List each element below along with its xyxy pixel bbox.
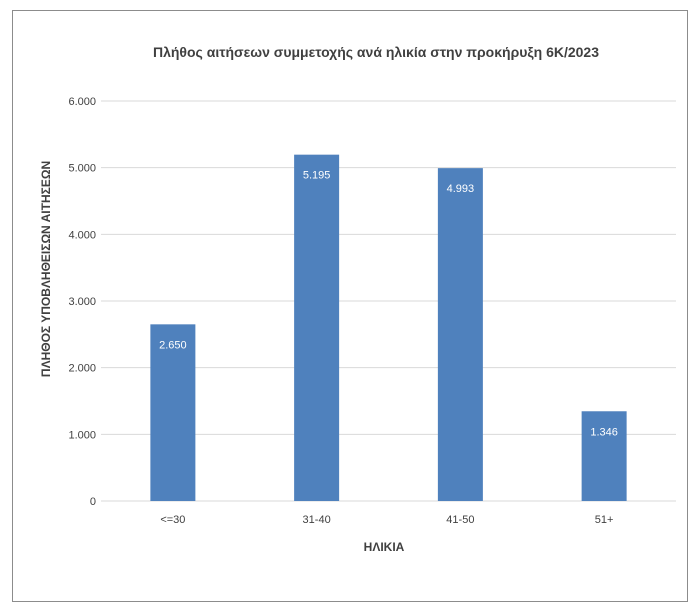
y-tick-label: 2.000 [68, 363, 96, 375]
x-tick-label: 31-40 [303, 514, 331, 526]
bars: 2.650 5.195 4.993 1.346 [150, 154, 627, 501]
chart-title: Πλήθος αιτήσεων συμμετοχής ανά ηλικία στ… [153, 44, 599, 60]
gridlines [101, 100, 676, 502]
bar-chart: Πλήθος αιτήσεων συμμετοχής ανά ηλικία στ… [39, 44, 676, 554]
x-tick-label: 41-50 [446, 514, 474, 526]
bar [437, 168, 483, 501]
data-label: 5.195 [303, 170, 331, 182]
x-tick-label: <=30 [160, 514, 185, 526]
y-axis-title: ΠΛΗΘΟΣ ΥΠΟΒΛΗΘΕΙΣΩΝ ΑΙΤΗΣΕΩΝ [39, 161, 53, 377]
y-tick-label: 3.000 [68, 296, 96, 308]
chart-frame: Πλήθος αιτήσεων συμμετοχής ανά ηλικία στ… [12, 10, 688, 602]
y-tick-label: 5.000 [68, 163, 96, 175]
x-tick-label: 51+ [595, 514, 614, 526]
data-label: 4.993 [447, 183, 475, 195]
y-tick-label: 6.000 [68, 96, 96, 108]
bar [581, 411, 627, 501]
x-axis-ticks: <=30 31-40 41-50 51+ [160, 514, 613, 526]
y-tick-label: 4.000 [68, 229, 96, 241]
data-label: 2.650 [159, 339, 187, 351]
x-axis-title: ΗΛΙΚΙΑ [364, 540, 405, 554]
bar [150, 324, 196, 501]
bar [294, 154, 340, 501]
data-label: 1.346 [590, 426, 618, 438]
y-axis-ticks: 0 1.000 2.000 3.000 4.000 5.000 6.000 [68, 96, 96, 508]
y-tick-label: 0 [90, 496, 96, 508]
y-tick-label: 1.000 [68, 429, 96, 441]
